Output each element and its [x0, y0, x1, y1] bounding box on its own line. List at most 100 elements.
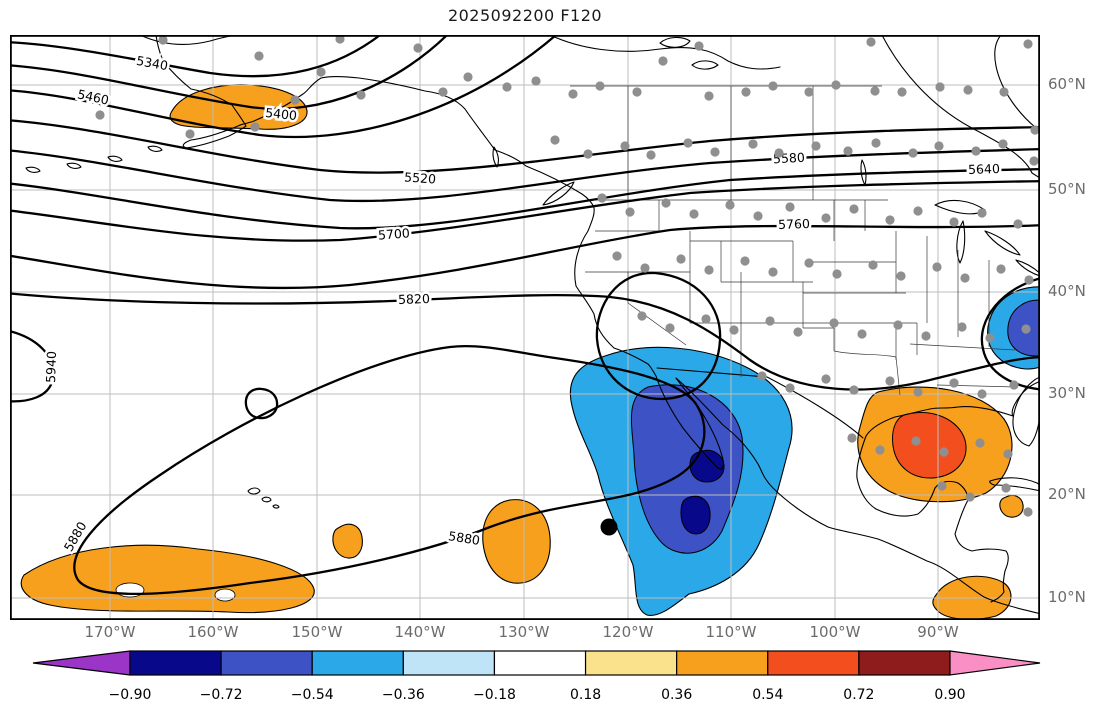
- station-dot: [658, 56, 668, 66]
- station-dot: [646, 150, 656, 160]
- height-contours: [10, 35, 1040, 596]
- station-dot: [913, 206, 923, 216]
- station-dot: [977, 208, 987, 218]
- station-dot: [665, 323, 675, 333]
- map-border: [10, 35, 1040, 620]
- station-dot: [847, 433, 857, 443]
- station-dot: [957, 322, 967, 332]
- station-dot: [937, 481, 947, 491]
- station-dot: [661, 198, 671, 208]
- colorbar-arrow-left: [32, 650, 131, 676]
- station-dot: [583, 149, 593, 159]
- station-dot: [932, 262, 942, 272]
- contour-label: 5460: [76, 86, 110, 107]
- shading-gulf-positive-core: [892, 412, 967, 479]
- station-dot: [1030, 125, 1040, 135]
- station-dot: [1023, 39, 1033, 49]
- station-dot: [829, 318, 839, 328]
- station-dot: [985, 333, 995, 343]
- station-dot: [748, 139, 758, 149]
- contour-line-5340: [10, 35, 382, 78]
- station-dot: [975, 438, 985, 448]
- lon-tick-label: 140°W: [394, 623, 446, 641]
- contour-line-5640: [10, 167, 1040, 230]
- coastline-gulf-atlantic: [856, 380, 1040, 603]
- colorbar-arrow-right: [949, 650, 1041, 676]
- station-dot: [875, 445, 885, 455]
- station-dot: [1003, 449, 1013, 459]
- contour-label: 5760: [778, 216, 810, 232]
- lon-tick-label: 90°W: [917, 623, 959, 641]
- contour-label: 5640: [968, 161, 1000, 177]
- station-dot: [694, 41, 704, 51]
- station-dot: [963, 85, 973, 95]
- station-dot: [254, 51, 264, 61]
- station-dot: [913, 387, 923, 397]
- state-borders-canada: [570, 85, 888, 201]
- station-dot: [765, 316, 775, 326]
- station-dot: [949, 217, 959, 227]
- station-dot: [793, 327, 803, 337]
- station-dot: [683, 138, 693, 148]
- figure-title: 2025092200 F120: [447, 6, 603, 25]
- station-dot: [740, 256, 750, 266]
- colorbar-tick-label: −0.72: [200, 687, 243, 703]
- lon-tick-label: 160°W: [187, 623, 239, 641]
- station-dot: [971, 146, 981, 156]
- state-borders-west: [585, 200, 835, 377]
- contour-line-5400: [10, 35, 449, 110]
- station-dot: [158, 35, 168, 45]
- coastline-hudson-bay: [881, 35, 1040, 179]
- station-dot: [921, 331, 931, 341]
- station-dot: [870, 86, 880, 96]
- colorbar-tick-label: 0.36: [661, 687, 692, 703]
- station-dot: [250, 122, 260, 132]
- colorbar-segment: [402, 650, 496, 676]
- shading-sw-pacific-positive: [20, 544, 315, 614]
- lat-tick-label: 20°N: [1048, 485, 1086, 503]
- contour-cutoff-low: [595, 271, 722, 401]
- contour-label: 5340: [135, 53, 169, 73]
- station-dot: [977, 389, 987, 399]
- station-dot: [866, 37, 876, 47]
- station-dot: [725, 200, 735, 210]
- colorbar-segment: [311, 650, 404, 676]
- shading-hole: [214, 588, 236, 602]
- station-dot: [531, 76, 541, 86]
- station-dot: [896, 271, 906, 281]
- station-dot: [897, 87, 907, 97]
- contour-label: 5400: [265, 105, 298, 123]
- station-dot: [960, 273, 970, 283]
- station-dot: [612, 251, 622, 261]
- station-dot: [689, 209, 699, 219]
- us-mexico-border: [656, 367, 864, 439]
- station-dot: [785, 202, 795, 212]
- station-dot: [849, 385, 859, 395]
- lat-tick-label: 40°N: [1048, 282, 1086, 300]
- station-dot: [821, 374, 831, 384]
- contour-label: 5940: [43, 351, 59, 383]
- station-dot: [821, 213, 831, 223]
- lon-tick-label: 150°W: [291, 623, 343, 641]
- station-dot: [316, 67, 326, 77]
- station-dot: [568, 89, 578, 99]
- colorbar-segment: [493, 650, 587, 676]
- contour-label: 5880: [61, 519, 90, 554]
- colorbar-segment: [220, 650, 313, 676]
- contour-line-5940: [10, 330, 55, 403]
- colorbar-tick-label: 0.18: [570, 687, 601, 703]
- station-dot: [831, 80, 841, 90]
- station-dot: [939, 447, 949, 457]
- lat-axis: 60°N 50°N 40°N 30°N 20°N 10°N: [1042, 0, 1104, 712]
- lon-tick-label: 130°W: [498, 623, 550, 641]
- station-dot: [632, 87, 642, 97]
- contour-label: 5820: [398, 291, 430, 307]
- lat-tick-label: 60°N: [1048, 75, 1086, 93]
- lon-axis: 170°W 160°W 150°W 140°W 130°W 120°W 110°W 100°W…: [0, 623, 1105, 645]
- station-dot: [804, 258, 814, 268]
- station-dot: [757, 371, 767, 381]
- contour-line-5460: [10, 35, 558, 139]
- colorbar-segment: [584, 650, 678, 676]
- contour-label: 5700: [378, 225, 411, 242]
- shading-baja-negative-core2: [680, 495, 711, 535]
